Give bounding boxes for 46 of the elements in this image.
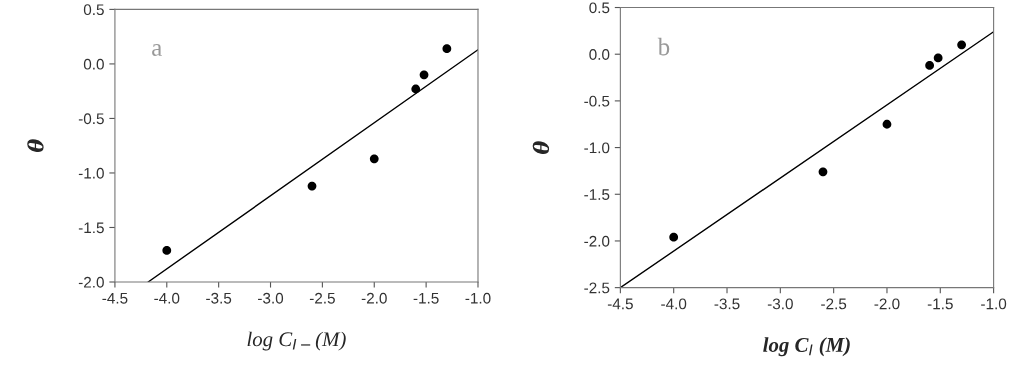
- x-tick-label: -2.0: [874, 298, 900, 310]
- y-tick-label: -0.5: [78, 113, 104, 125]
- x-tick-label: -2.0: [361, 292, 387, 304]
- x-axis-title: log C$_{I−}$(M): [247, 331, 346, 351]
- x-tick-label: -1.0: [981, 298, 1007, 310]
- x-tick-label: -4.5: [102, 292, 128, 304]
- point: [442, 44, 452, 54]
- point: [957, 40, 967, 50]
- x-tick-label: -4.0: [661, 298, 687, 310]
- y-tick-label: 0.0: [589, 49, 610, 60]
- y-axis-title: θ: [532, 141, 550, 154]
- point: [882, 119, 892, 129]
- x-tick-label: -3.0: [258, 292, 284, 304]
- y-tick-label: -2.0: [584, 235, 610, 247]
- point: [369, 154, 379, 164]
- y-tick-label: 0.0: [83, 58, 104, 70]
- y-tick-label: -0.5: [584, 95, 610, 107]
- point: [669, 232, 679, 242]
- x-tick-label: -1.5: [927, 298, 953, 310]
- x-tick-label: -4.5: [607, 298, 633, 310]
- y-tick-label: -1.5: [584, 189, 610, 200]
- point: [307, 181, 317, 191]
- point: [419, 70, 429, 80]
- x-tick-label: -3.5: [206, 292, 232, 304]
- x-tick-label: -4.0: [154, 292, 180, 304]
- y-axis-title: θ: [27, 139, 44, 153]
- x-tick-label: -3.5: [714, 298, 740, 310]
- y-tick-label: 0.5: [83, 4, 104, 16]
- x-axis-title: log C$_{I}$ (M): [763, 337, 850, 357]
- x-tick-label: -1.0: [465, 292, 491, 304]
- x-tick-label: -1.5: [413, 292, 439, 304]
- x-tick-label: -2.5: [821, 298, 847, 310]
- point: [162, 245, 172, 255]
- point: [933, 53, 943, 63]
- point: [818, 167, 828, 177]
- y-tick-label: -2.0: [78, 276, 104, 288]
- y-tick-label: -1.0: [78, 167, 104, 179]
- annotation: a: [152, 44, 162, 56]
- x-tick-label: -3.0: [767, 298, 793, 310]
- point: [925, 61, 935, 70]
- y-tick-label: -1.0: [584, 142, 610, 154]
- annotation: b: [657, 37, 670, 56]
- y-tick-label: 0.5: [589, 2, 610, 14]
- y-tick-label: -1.5: [78, 222, 104, 234]
- y-tick-label: -2.5: [584, 282, 610, 294]
- x-tick-label: -2.5: [309, 292, 335, 304]
